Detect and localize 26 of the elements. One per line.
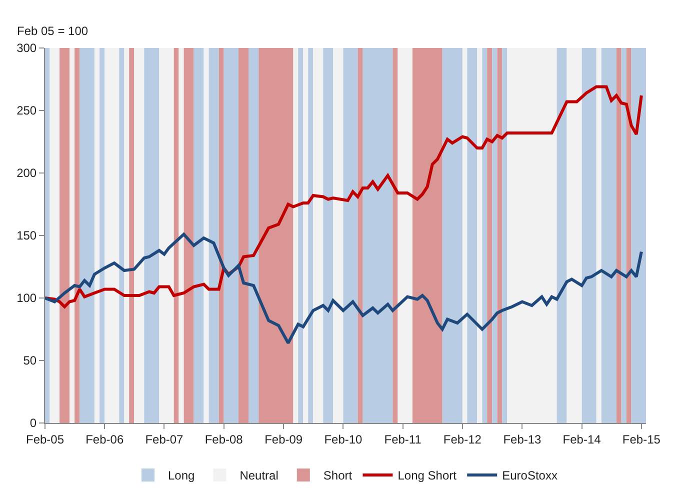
y-tick-label: 150: [16, 228, 37, 243]
x-tick-label: Feb-14: [562, 432, 602, 446]
line-series: [45, 85, 643, 308]
x-tick-label: Feb-07: [145, 432, 184, 446]
x-tick-label: Feb-08: [204, 432, 244, 446]
x-tick-label: Feb-10: [324, 432, 363, 446]
x-tick-label: Feb-12: [443, 432, 482, 446]
x-tick-label: Feb-05: [26, 432, 64, 446]
x-tick-label: Feb-15: [622, 432, 661, 446]
x-tick-label: Feb-11: [384, 432, 422, 446]
legend-label: Long: [168, 468, 195, 483]
legend-label: Neutral: [240, 468, 278, 483]
text: Feb 05 = 100: [17, 24, 88, 38]
y-tick-label: 200: [16, 166, 37, 180]
y-tick-label: 0: [30, 416, 37, 430]
x-tick-label: Feb-06: [86, 432, 124, 446]
y-tick-label: 100: [16, 291, 37, 306]
x-tick-label: Feb-09: [264, 432, 303, 446]
legend-label: Long Short: [398, 468, 458, 483]
line-series: [45, 232, 643, 344]
y-tick-label: 300: [16, 41, 37, 56]
x-tick-label: Feb-13: [503, 432, 542, 446]
legend-label: EuroStoxx: [502, 468, 558, 483]
y-tick-label: 250: [16, 104, 37, 118]
y-tick-label: 50: [23, 354, 37, 368]
legend-label: Short: [323, 468, 353, 483]
